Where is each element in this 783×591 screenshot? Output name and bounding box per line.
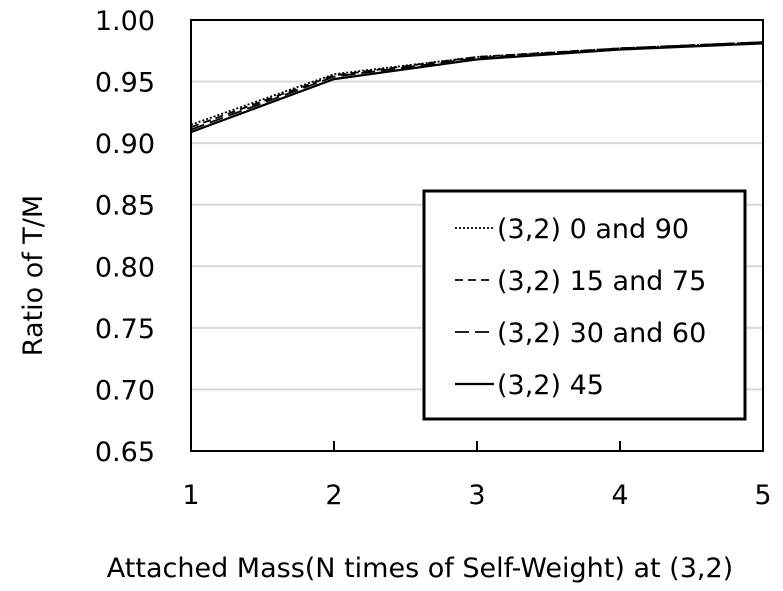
y-tick-label: 0.85 [95, 191, 155, 222]
series-lines [190, 41, 764, 134]
y-tick-label: 0.80 [95, 252, 155, 283]
x-axis-title: Attached Mass(N times of Self-Weight) at… [107, 553, 733, 584]
legend-label: (3,2) 0 and 90 [497, 214, 689, 245]
legend-box [422, 189, 747, 421]
y-tick-label: 0.90 [95, 129, 155, 160]
legend-label: (3,2) 45 [497, 370, 604, 401]
x-tick-label: 3 [468, 480, 485, 511]
axis-ticks: 0.65 0.70 0.75 0.80 0.85 0.90 0.95 1.00 1 2 3 4 5 [95, 6, 772, 511]
series-line-1 [190, 41, 764, 126]
y-tick-label: 0.75 [95, 314, 155, 345]
legend: (3,2) 0 and 90 (3,2) 15 and 75 (3,2) 30 an… [422, 189, 747, 421]
x-tick-label: 4 [611, 480, 628, 511]
series-line-2 [190, 41, 764, 128]
x-tick-label: 5 [754, 480, 771, 511]
series-line-4 [190, 42, 764, 134]
x-tick-label: 2 [325, 480, 342, 511]
series-line-3 [190, 41, 764, 131]
y-axis-title: Ratio of T/M [18, 195, 49, 356]
legend-label: (3,2) 15 and 75 [497, 266, 706, 297]
x-tick-label: 1 [182, 480, 199, 511]
y-tick-label: 0.70 [95, 375, 155, 406]
y-tick-label: 0.65 [95, 437, 155, 468]
y-tick-label: 1.00 [95, 6, 155, 37]
y-tick-label: 0.95 [95, 68, 155, 99]
legend-label: (3,2) 30 and 60 [497, 318, 706, 349]
